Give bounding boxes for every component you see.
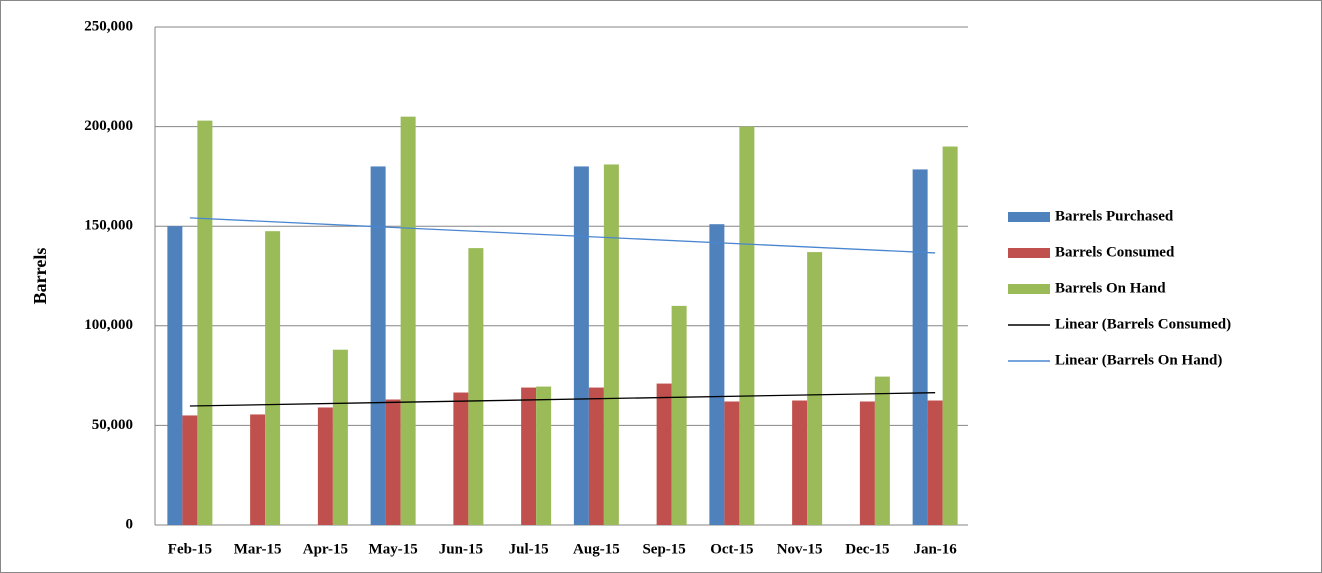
bar — [859, 401, 875, 525]
x-tick-label: Feb-15 — [168, 541, 212, 557]
y-tick-label: 100,000 — [84, 317, 133, 333]
bar — [400, 116, 416, 525]
bar — [709, 224, 725, 525]
trend-line — [189, 217, 936, 254]
x-tick-label: Jul-15 — [509, 541, 549, 557]
bar — [573, 166, 589, 525]
bar — [453, 392, 469, 525]
bar — [536, 386, 552, 525]
x-tick-label: Apr-15 — [303, 541, 348, 557]
x-tick-label: Jun-15 — [439, 541, 483, 557]
x-tick-label: May-15 — [369, 541, 418, 557]
bar — [197, 120, 213, 526]
legend-swatch — [1008, 212, 1050, 222]
x-tick-label: Mar-15 — [234, 541, 282, 557]
bar — [332, 349, 348, 525]
legend-label: Barrels Consumed — [1055, 244, 1175, 260]
trend-line — [189, 392, 936, 407]
bar — [942, 146, 958, 525]
legend-label: Linear (Barrels Consumed) — [1055, 316, 1231, 332]
bar — [468, 248, 484, 525]
bar — [521, 387, 537, 525]
x-tick-label: Dec-15 — [845, 541, 889, 557]
legend-label: Barrels Purchased — [1055, 208, 1174, 224]
bar — [588, 387, 604, 525]
bar — [603, 164, 619, 525]
bar — [250, 414, 266, 525]
bar — [874, 376, 890, 525]
bar — [265, 231, 281, 525]
bar — [167, 226, 183, 525]
x-tick-label: Nov-15 — [777, 541, 823, 557]
legend-swatch — [1008, 248, 1050, 258]
y-tick-label: 150,000 — [84, 218, 133, 234]
bar — [927, 400, 943, 525]
bar — [912, 169, 928, 526]
y-tick-label: 200,000 — [84, 118, 133, 134]
legend-label: Linear (Barrels On Hand) — [1055, 352, 1222, 368]
y-tick-label: 250,000 — [84, 18, 133, 34]
bar — [792, 400, 808, 525]
bar — [656, 383, 672, 525]
y-axis-title: Barrels — [30, 248, 50, 305]
bar — [385, 399, 401, 525]
bar — [370, 166, 386, 525]
legend-swatch — [1008, 284, 1050, 294]
bar — [317, 407, 333, 525]
bar — [807, 252, 823, 525]
bar — [671, 305, 687, 525]
bar — [182, 415, 198, 525]
bar — [724, 401, 740, 525]
y-tick-label: 50,000 — [92, 417, 133, 433]
legend-label: Barrels On Hand — [1055, 280, 1166, 296]
bar — [739, 126, 755, 525]
x-tick-label: Oct-15 — [710, 541, 753, 557]
x-tick-label: Sep-15 — [642, 541, 685, 557]
x-tick-label: Aug-15 — [573, 541, 620, 557]
y-tick-label: 0 — [126, 516, 134, 532]
x-tick-label: Jan-16 — [913, 541, 957, 557]
